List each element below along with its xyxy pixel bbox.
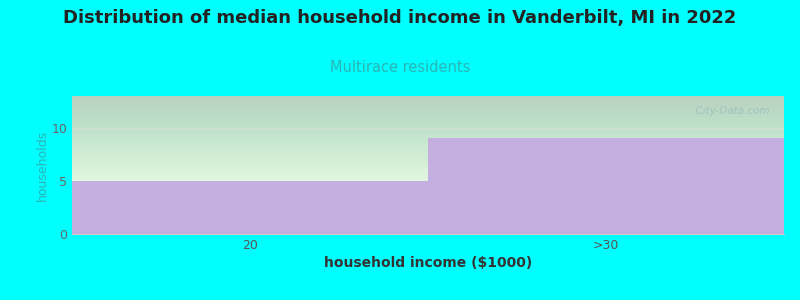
Y-axis label: households: households [35,129,49,201]
X-axis label: household income ($1000): household income ($1000) [324,256,532,270]
Text: City-Data.com: City-Data.com [689,106,770,116]
Text: Multirace residents: Multirace residents [330,60,470,75]
Text: Distribution of median household income in Vanderbilt, MI in 2022: Distribution of median household income … [63,9,737,27]
Bar [428,139,784,234]
Bar [72,181,428,234]
